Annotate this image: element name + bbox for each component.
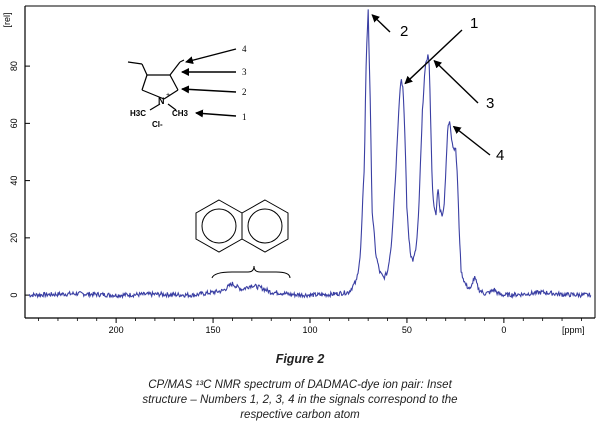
inset-atom-label-4: 4: [242, 44, 247, 54]
methyl-left-label: H3C: [130, 109, 146, 118]
y-tick-label: 80: [9, 61, 19, 71]
inset-structure: N + H3C CH3 Cl- 4 3 2 1: [127, 44, 247, 129]
x-tick-label: 0: [501, 325, 506, 335]
peak-arrow-4: [452, 125, 491, 156]
peak-arrow-3: [433, 59, 479, 104]
peak-arrow-2: [371, 14, 391, 33]
inset-atom-label-2: 2: [242, 87, 247, 97]
x-tick-label: 200: [109, 325, 124, 335]
caption-line-3: respective carbon atom: [240, 409, 360, 421]
methyl-right-label: CH3: [172, 109, 189, 118]
naphthalene-structure: [195, 199, 289, 253]
chloride-label: Cl-: [152, 120, 163, 129]
inset-atom-label-1: 1: [242, 112, 247, 122]
y-tick-label: 60: [9, 118, 19, 128]
peak-label-3: 3: [486, 95, 494, 112]
peak-annotations: 1 2 3 4: [371, 14, 504, 164]
caption-line-2: structure – Numbers 1, 2, 3, 4 in the si…: [142, 394, 458, 406]
inset-atom-label-3: 3: [242, 67, 247, 77]
y-axis-label: [rel]: [2, 12, 12, 27]
caption-line-1: CP/MAS ¹³C NMR spectrum of DADMAC-dye io…: [148, 379, 452, 391]
figure-title: Figure 2: [275, 352, 325, 366]
x-tick-label: 50: [402, 325, 412, 335]
y-tick-label: 40: [9, 176, 19, 186]
x-axis-label: [ppm]: [562, 325, 585, 335]
nitrogen-label: N: [158, 96, 165, 106]
x-tick-label: 150: [206, 325, 221, 335]
peak-arrow-1: [404, 29, 463, 85]
peak-label-2: 2: [400, 23, 408, 40]
y-tick-label: 20: [9, 233, 19, 243]
spectrum-line: [28, 9, 592, 300]
peak-label-4: 4: [496, 147, 504, 164]
y-axis-ticks: 0 20 40 60 80: [9, 61, 30, 298]
y-tick-label: 0: [9, 293, 19, 298]
peak-label-1: 1: [470, 15, 478, 32]
inset-arrows: [181, 48, 237, 118]
plot-frame: [24, 5, 596, 319]
x-tick-label: 100: [302, 325, 317, 335]
charge-label: +: [166, 92, 170, 99]
x-axis-ticks: 200 150 100 50 0: [38, 318, 582, 335]
pyrrolidinium-ring: [127, 59, 185, 111]
aromatic-bracket: [211, 265, 291, 279]
